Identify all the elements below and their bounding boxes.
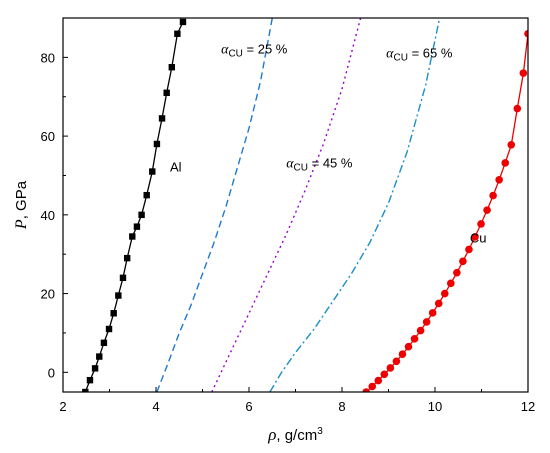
x-axis-title: ρ, g/cm3 [267, 425, 323, 444]
data-point-square [100, 339, 108, 346]
series-annotation: Cu [470, 230, 487, 245]
data-point-circle [422, 318, 431, 326]
data-point-circle [434, 299, 443, 308]
data-point-square [168, 64, 176, 71]
series-annotation: αCU = 25 % [221, 41, 288, 59]
data-point-circle [507, 140, 516, 149]
data-point-circle [440, 289, 449, 298]
y-tick-label: 60 [41, 129, 55, 144]
data-point-circle [392, 357, 401, 366]
data-point-circle [380, 370, 389, 379]
data-point-circle [447, 279, 455, 288]
data-point-square [163, 89, 170, 96]
data-point-square [143, 191, 150, 199]
x-tick-label: 6 [245, 399, 252, 414]
series-annotation: Al [170, 160, 182, 175]
data-point-square [158, 115, 166, 122]
y-tick-label: 40 [41, 208, 55, 223]
x-tick-label: 8 [338, 399, 345, 414]
data-point-square [96, 353, 103, 360]
x-tick-label: 2 [59, 399, 66, 414]
data-point-circle [398, 350, 407, 359]
data-point-square [110, 310, 117, 317]
series-line [211, 18, 362, 392]
series-annotation: αCU = 65 % [386, 45, 453, 63]
annotations-layer: Al αCU = 25 % αCU = 45 % αCU = 65 % Cu [170, 41, 487, 245]
data-point-circle [513, 104, 522, 113]
data-point-circle [368, 382, 377, 391]
data-point-square [115, 292, 122, 299]
y-tick-label: 80 [41, 50, 55, 65]
series-0 [82, 18, 187, 392]
data-point-circle [465, 245, 473, 254]
x-tick-label: 10 [428, 399, 442, 414]
series-3 [269, 18, 441, 392]
data-point-square [129, 233, 136, 240]
data-point-circle [404, 342, 413, 351]
data-point-circle [501, 159, 510, 167]
data-point-circle [477, 220, 485, 228]
x-tick-label: 12 [521, 399, 535, 414]
plot-frame [62, 17, 529, 393]
data-point-circle [453, 268, 461, 277]
series-annotation: αCU = 45 % [286, 156, 353, 174]
data-point-square [82, 388, 89, 392]
data-point-square [133, 223, 141, 230]
data-point-circle [519, 69, 528, 77]
data-point-square [91, 365, 99, 372]
data-point-square [119, 274, 127, 282]
data-point-square [179, 18, 187, 26]
data-point-circle [374, 376, 383, 385]
data-point-square [105, 325, 113, 333]
data-point-square [86, 376, 94, 384]
series-line [269, 18, 441, 392]
data-point-circle [410, 335, 419, 343]
series-line [365, 33, 528, 392]
data-point-square [149, 168, 156, 175]
series-1 [156, 18, 273, 392]
data-point-square [153, 140, 161, 148]
data-point-square [138, 211, 145, 219]
y-tick-label: 0 [48, 365, 55, 380]
data-point-circle [524, 29, 528, 38]
data-point-circle [386, 364, 395, 372]
data-point-circle [495, 176, 503, 184]
series-line [156, 18, 273, 392]
series-line [84, 21, 184, 392]
series-2 [211, 18, 362, 392]
data-point-circle [428, 309, 437, 317]
data-point-circle [362, 388, 370, 392]
data-point-circle [459, 257, 467, 266]
data-point-circle [483, 206, 491, 214]
series-layer [82, 18, 528, 392]
y-tick-label: 20 [41, 287, 55, 302]
series-4 [362, 29, 528, 392]
x-tick-label: 4 [152, 399, 159, 414]
data-point-square [123, 254, 131, 262]
y-axis-title: P, GPa [13, 180, 30, 230]
data-point-square [174, 30, 181, 37]
data-point-circle [416, 326, 425, 335]
data-point-circle [471, 233, 479, 241]
ticks-layer: 2 4 6 8 10 12 0 20 40 60 80 [41, 50, 536, 414]
data-point-circle [489, 191, 497, 200]
